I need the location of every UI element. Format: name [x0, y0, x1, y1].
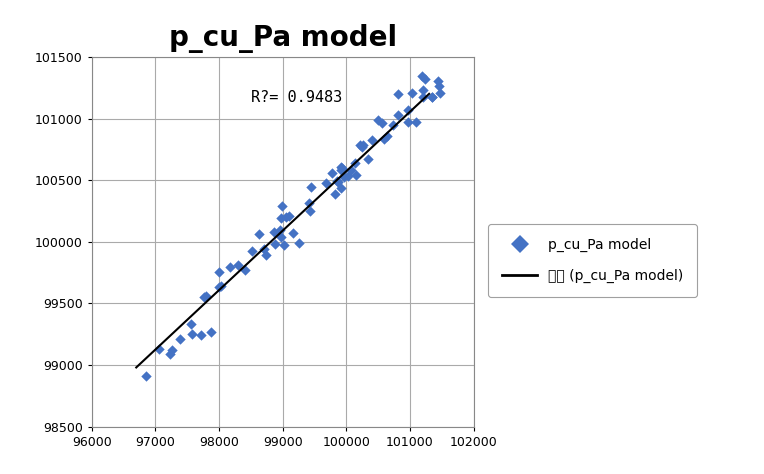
- Point: [278, 241, 290, 249]
- Point: [335, 184, 347, 192]
- Point: [402, 107, 414, 114]
- Point: [213, 283, 225, 291]
- Point: [419, 75, 432, 83]
- Point: [406, 90, 418, 97]
- Point: [332, 178, 345, 185]
- Point: [257, 245, 270, 253]
- Point: [345, 166, 357, 173]
- Point: [198, 293, 210, 301]
- Point: [337, 166, 349, 174]
- Point: [303, 200, 315, 207]
- Point: [232, 261, 244, 269]
- Point: [335, 163, 348, 171]
- Point: [354, 141, 367, 149]
- Point: [206, 328, 218, 336]
- Point: [433, 82, 445, 90]
- Point: [349, 159, 361, 166]
- Point: [268, 240, 280, 248]
- Point: [225, 264, 237, 271]
- Point: [426, 93, 438, 100]
- Point: [164, 350, 176, 358]
- Point: [361, 155, 374, 163]
- Point: [154, 346, 166, 353]
- Point: [402, 118, 414, 125]
- Point: [304, 207, 316, 215]
- Point: [417, 86, 429, 93]
- Point: [287, 229, 299, 237]
- Point: [392, 91, 404, 98]
- Point: [215, 282, 228, 289]
- Point: [293, 240, 305, 247]
- Title: p_cu_Pa model: p_cu_Pa model: [169, 24, 397, 53]
- Point: [335, 166, 347, 173]
- Point: [274, 214, 286, 221]
- Point: [416, 72, 428, 80]
- Point: [174, 336, 186, 343]
- Point: [416, 93, 429, 101]
- Point: [306, 183, 318, 191]
- Point: [342, 172, 354, 180]
- Point: [260, 251, 272, 259]
- Point: [253, 230, 265, 238]
- Point: [355, 143, 367, 151]
- Point: [239, 266, 251, 274]
- Point: [283, 212, 295, 220]
- Point: [410, 118, 422, 126]
- Point: [392, 111, 404, 119]
- Point: [366, 136, 378, 144]
- Point: [185, 320, 197, 328]
- Point: [378, 135, 390, 143]
- Point: [326, 169, 338, 177]
- Point: [320, 179, 332, 187]
- Point: [268, 228, 280, 236]
- Point: [186, 330, 198, 337]
- Point: [280, 213, 292, 220]
- Legend: p_cu_Pa model, 선형 (p_cu_Pa model): p_cu_Pa model, 선형 (p_cu_Pa model): [488, 224, 697, 297]
- Point: [167, 346, 179, 354]
- Point: [372, 117, 384, 124]
- Point: [195, 332, 207, 339]
- Point: [350, 171, 362, 179]
- Point: [380, 132, 393, 140]
- Point: [426, 93, 439, 100]
- Point: [338, 173, 350, 181]
- Point: [274, 226, 286, 234]
- Point: [358, 141, 370, 149]
- Point: [246, 247, 258, 255]
- Point: [335, 164, 348, 172]
- Point: [199, 292, 212, 300]
- Point: [139, 372, 151, 380]
- Point: [387, 121, 400, 128]
- Point: [433, 89, 445, 97]
- Point: [275, 233, 287, 241]
- Point: [432, 77, 445, 85]
- Point: [276, 202, 288, 210]
- Point: [331, 177, 343, 185]
- Point: [213, 268, 225, 276]
- Point: [375, 119, 387, 127]
- Text: R?= 0.9483: R?= 0.9483: [251, 91, 342, 106]
- Point: [329, 190, 341, 198]
